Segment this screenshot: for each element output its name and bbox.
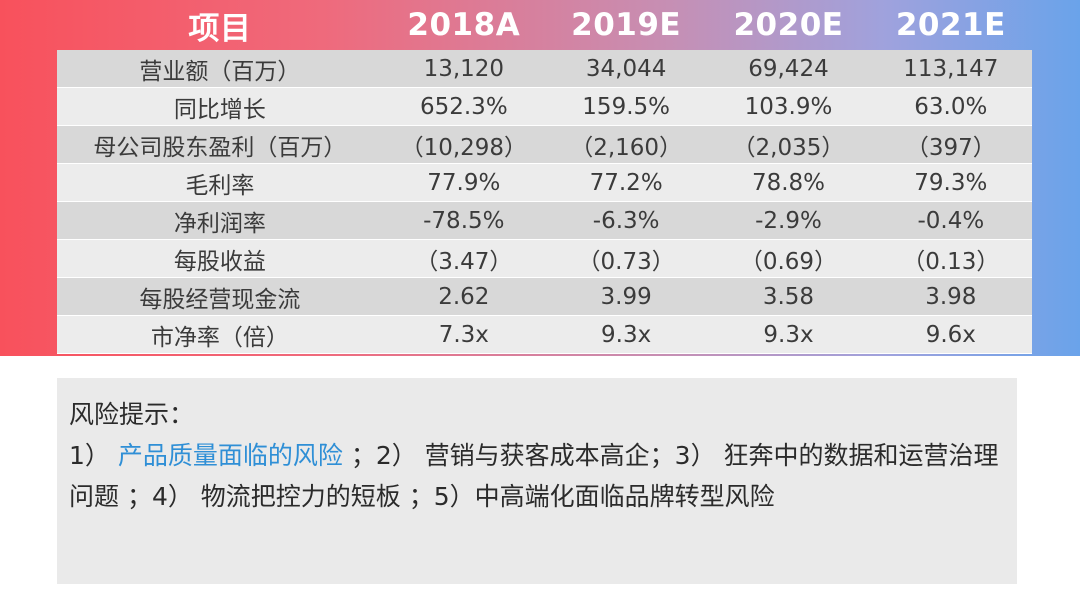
- table-row: 净利润率 -78.5% -6.3% -2.9% -0.4%: [57, 201, 1032, 240]
- cell: （10,298）: [382, 125, 545, 164]
- cell: （3.47）: [382, 239, 545, 278]
- cell: （0.73）: [544, 239, 708, 278]
- cell: （0.13）: [869, 239, 1032, 278]
- cell: 78.8%: [707, 163, 870, 202]
- cell: 3.99: [544, 277, 708, 316]
- cell: 103.9%: [707, 87, 870, 126]
- financial-forecast-table: 项目 2018A 2019E 2020E 2021E 营业额（百万） 13,12…: [57, 0, 1032, 354]
- table-header-row: 项目 2018A 2019E 2020E 2021E: [57, 0, 1032, 50]
- cell: 113,147: [869, 50, 1032, 88]
- row-label: 母公司股东盈利（百万）: [57, 125, 383, 164]
- cell: -6.3%: [544, 201, 708, 240]
- header-2019e: 2019E: [571, 7, 682, 43]
- risk-item-1-highlight: 产品质量面临的风险: [117, 441, 343, 470]
- row-label: 毛利率: [57, 163, 383, 202]
- cell: 3.98: [869, 277, 1032, 316]
- cell: -78.5%: [382, 201, 545, 240]
- header-item: 项目: [188, 10, 252, 47]
- table-row: 每股收益 （3.47） （0.73） （0.69） （0.13）: [57, 239, 1032, 278]
- table-row: 每股经营现金流 2.62 3.99 3.58 3.98: [57, 277, 1032, 316]
- risk-warning-box: 风险提示： 1） 产品质量面临的风险 ；2） 营销与获客成本高企；3） 狂奔中的…: [57, 378, 1017, 584]
- cell: 69,424: [707, 50, 870, 88]
- cell: 3.58: [707, 277, 870, 316]
- cell: 2.62: [382, 277, 545, 316]
- cell: 7.3x: [382, 315, 545, 354]
- cell: 652.3%: [382, 87, 545, 126]
- cell: （2,160）: [544, 125, 708, 164]
- cell: （0.69）: [707, 239, 870, 278]
- cell: 77.9%: [382, 163, 545, 202]
- cell: 63.0%: [869, 87, 1032, 126]
- cell: 9.3x: [707, 315, 870, 354]
- row-label: 市净率（倍）: [57, 315, 383, 354]
- cell: （397）: [869, 125, 1032, 164]
- row-label: 净利润率: [57, 201, 383, 240]
- cell: 77.2%: [544, 163, 708, 202]
- row-label: 每股收益: [57, 239, 383, 278]
- cell: 9.6x: [869, 315, 1032, 354]
- cell: 159.5%: [544, 87, 708, 126]
- row-label: 同比增长: [57, 87, 383, 126]
- table-row: 市净率（倍） 7.3x 9.3x 9.3x 9.6x: [57, 315, 1032, 354]
- row-label: 每股经营现金流: [57, 277, 383, 316]
- header-2018a: 2018A: [407, 7, 521, 43]
- risk-items-rest: ；2） 营销与获客成本高企；3） 狂奔中的数据和运营治理问题 ；4） 物流把控力…: [69, 441, 999, 511]
- cell: （2,035）: [707, 125, 870, 164]
- table-row: 同比增长 652.3% 159.5% 103.9% 63.0%: [57, 87, 1032, 126]
- cell: 34,044: [544, 50, 708, 88]
- table-row: 母公司股东盈利（百万） （10,298） （2,160） （2,035） （39…: [57, 125, 1032, 164]
- risk-title: 风险提示：: [69, 400, 195, 429]
- header-2021e: 2021E: [895, 7, 1006, 43]
- cell: -2.9%: [707, 201, 870, 240]
- cell: -0.4%: [869, 201, 1032, 240]
- header-2020e: 2020E: [733, 7, 844, 43]
- cell: 9.3x: [544, 315, 708, 354]
- table-row: 营业额（百万） 13,120 34,044 69,424 113,147: [57, 50, 1032, 88]
- cell: 79.3%: [869, 163, 1032, 202]
- row-label: 营业额（百万）: [57, 50, 383, 88]
- cell: 13,120: [382, 50, 545, 88]
- risk-item-1-number: 1）: [69, 441, 110, 470]
- table-row: 毛利率 77.9% 77.2% 78.8% 79.3%: [57, 163, 1032, 202]
